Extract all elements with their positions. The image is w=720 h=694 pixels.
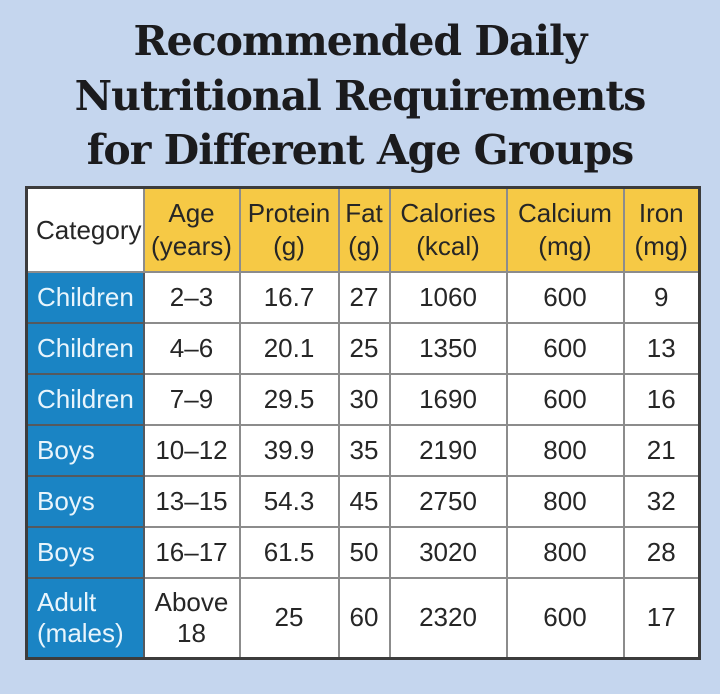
cell-category: Children [25, 271, 145, 325]
cell-age: 16–17 [142, 526, 241, 580]
cell-calories: 3020 [388, 526, 508, 580]
cell-category: Boys [25, 475, 145, 529]
cell-calcium: 800 [505, 475, 625, 529]
cell-category: Boys [25, 526, 145, 580]
table-row: Adult (males) Above 18 25 60 2320 600 17 [25, 577, 701, 660]
cell-age: 10–12 [142, 424, 241, 478]
header-cell-calcium: Calcium (mg) [505, 186, 625, 274]
cell-age: 7–9 [142, 373, 241, 427]
cell-iron: 13 [622, 322, 701, 376]
header-cell-protein: Protein (g) [238, 186, 340, 274]
cell-fat: 25 [337, 322, 391, 376]
cell-age: 4–6 [142, 322, 241, 376]
cell-calcium: 600 [505, 373, 625, 427]
cell-age: Above 18 [142, 577, 241, 660]
cell-iron: 17 [622, 577, 701, 660]
cell-calories: 2750 [388, 475, 508, 529]
table-row: Children 7–9 29.5 30 1690 600 16 [25, 373, 701, 427]
cell-fat: 45 [337, 475, 391, 529]
table-row: Boys 10–12 39.9 35 2190 800 21 [25, 424, 701, 478]
table-row: Children 2–3 16.7 27 1060 600 9 [25, 271, 701, 325]
cell-category: Children [25, 373, 145, 427]
cell-age: 2–3 [142, 271, 241, 325]
cell-protein: 61.5 [238, 526, 340, 580]
cell-protein: 25 [238, 577, 340, 660]
cell-age: 13–15 [142, 475, 241, 529]
cell-calcium: 600 [505, 577, 625, 660]
header-cell-calories: Calories (kcal) [388, 186, 508, 274]
cell-fat: 60 [337, 577, 391, 660]
page: Recommended Daily Nutritional Requiremen… [25, 17, 701, 660]
cell-iron: 32 [622, 475, 701, 529]
cell-category: Children [25, 322, 145, 376]
nutrition-table: Category Age (years) Protein (g) Fat (g)… [25, 185, 701, 660]
table-row: Boys 13–15 54.3 45 2750 800 32 [25, 475, 701, 529]
cell-calcium: 600 [505, 271, 625, 325]
table-row: Boys 16–17 61.5 50 3020 800 28 [25, 526, 701, 580]
cell-category: Adult (males) [25, 577, 145, 660]
header-cell-category: Category [25, 186, 145, 274]
header-cell-age: Age (years) [142, 186, 241, 274]
header-cell-fat: Fat (g) [337, 186, 391, 274]
cell-category: Boys [25, 424, 145, 478]
table-row: Children 4–6 20.1 25 1350 600 13 [25, 322, 701, 376]
cell-calories: 2320 [388, 577, 508, 660]
cell-iron: 28 [622, 526, 701, 580]
cell-iron: 16 [622, 373, 701, 427]
cell-calcium: 600 [505, 322, 625, 376]
cell-calories: 1060 [388, 271, 508, 325]
cell-protein: 20.1 [238, 322, 340, 376]
cell-iron: 21 [622, 424, 701, 478]
cell-protein: 39.9 [238, 424, 340, 478]
cell-protein: 16.7 [238, 271, 340, 325]
table-header-row: Category Age (years) Protein (g) Fat (g)… [25, 186, 701, 274]
cell-fat: 50 [337, 526, 391, 580]
cell-calories: 1350 [388, 322, 508, 376]
cell-iron: 9 [622, 271, 701, 325]
header-cell-iron: Iron (mg) [622, 186, 701, 274]
cell-calories: 1690 [388, 373, 508, 427]
cell-fat: 35 [337, 424, 391, 478]
cell-protein: 29.5 [238, 373, 340, 427]
cell-calcium: 800 [505, 526, 625, 580]
cell-fat: 27 [337, 271, 391, 325]
cell-calcium: 800 [505, 424, 625, 478]
cell-calories: 2190 [388, 424, 508, 478]
cell-fat: 30 [337, 373, 391, 427]
page-title: Recommended Daily Nutritional Requiremen… [74, 17, 647, 175]
cell-protein: 54.3 [238, 475, 340, 529]
